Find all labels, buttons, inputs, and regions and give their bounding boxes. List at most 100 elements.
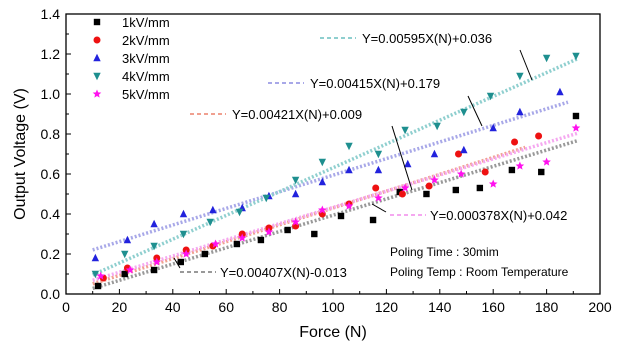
point-4kv-mm bbox=[262, 194, 270, 203]
y-tick-label: 0.8 bbox=[41, 126, 61, 142]
equation-3kv: Y=0.00415X(N)+0.179 bbox=[268, 76, 483, 127]
point-5kv-mm bbox=[237, 233, 247, 242]
x-tick-label: 120 bbox=[375, 299, 399, 315]
fit-line-5kv-mm bbox=[92, 131, 580, 282]
legend-marker-3kv-mm bbox=[93, 53, 101, 62]
point-1kv-mm bbox=[452, 186, 460, 194]
legend-label-2kv: 2kV/mm bbox=[122, 33, 170, 48]
point-4kv-mm bbox=[150, 242, 158, 251]
legend-label-1kv: 1kV/mm bbox=[122, 15, 170, 30]
x-tick-label: 20 bbox=[112, 299, 128, 315]
equation-5kv: Y=0.000378X(N)+0.042 bbox=[371, 203, 567, 223]
point-1kv-mm bbox=[572, 112, 580, 120]
x-axis-title: Force (N) bbox=[299, 324, 367, 341]
note-poling-time: Poling Time : 30mim bbox=[390, 245, 499, 259]
point-3kv-mm bbox=[150, 219, 158, 228]
point-5kv-mm bbox=[264, 227, 274, 236]
y-axis-title: Output Voltage (V) bbox=[12, 88, 29, 220]
point-4kv-mm bbox=[121, 250, 129, 259]
x-tick-label: 40 bbox=[165, 299, 181, 315]
point-1kv-mm bbox=[476, 184, 484, 192]
point-1kv-mm bbox=[233, 240, 241, 248]
point-1kv-mm bbox=[201, 250, 209, 258]
point-5kv-mm bbox=[488, 179, 498, 188]
point-5kv-mm bbox=[515, 161, 525, 170]
point-1kv-mm bbox=[423, 190, 430, 198]
point-1kv-mm bbox=[177, 258, 185, 266]
x-tick-label: 200 bbox=[588, 299, 612, 315]
point-3kv-mm bbox=[318, 177, 327, 186]
note-poling-temp: Poling Temp : Room Temperature bbox=[390, 265, 569, 279]
point-2kv-mm bbox=[398, 190, 406, 198]
legend-marker-5kv-mm bbox=[92, 89, 102, 98]
equation-1kv-pointer bbox=[173, 257, 181, 269]
point-1kv-mm bbox=[508, 166, 516, 174]
point-3kv-mm bbox=[345, 165, 353, 174]
point-2kv-mm bbox=[425, 182, 433, 190]
point-1kv-mm bbox=[538, 168, 545, 176]
fit-line-1kv-mm bbox=[92, 138, 580, 291]
point-4kv-mm bbox=[433, 122, 441, 131]
point-3kv-mm bbox=[556, 87, 564, 96]
y-tick-label: 0.4 bbox=[41, 206, 61, 222]
point-4kv-mm bbox=[318, 158, 327, 167]
point-4kv-mm bbox=[572, 52, 580, 61]
point-1kv-mm bbox=[284, 226, 291, 234]
y-tick-label: 0.6 bbox=[41, 166, 61, 182]
point-5kv-mm bbox=[152, 257, 162, 266]
equation-3kv-pointer bbox=[467, 95, 483, 127]
point-2kv-mm bbox=[372, 184, 380, 192]
point-3kv-mm bbox=[516, 107, 524, 116]
point-3kv-mm bbox=[291, 189, 300, 198]
point-5kv-mm bbox=[344, 201, 354, 210]
point-4kv-mm bbox=[345, 142, 353, 151]
point-5kv-mm bbox=[96, 271, 105, 280]
y-tick-label: 1.4 bbox=[41, 6, 61, 22]
point-5kv-mm bbox=[318, 205, 327, 214]
point-1kv-mm bbox=[94, 282, 102, 290]
equation-4kv-pointer bbox=[519, 49, 533, 81]
point-1kv-mm bbox=[121, 270, 128, 278]
legend-marker-2kv-mm bbox=[93, 36, 101, 44]
point-2kv-mm bbox=[481, 168, 489, 176]
point-5kv-mm bbox=[125, 265, 135, 274]
equation-4kv-label: Y=0.00595X(N)+0.036 bbox=[362, 31, 492, 46]
x-tick-label: 100 bbox=[321, 299, 345, 315]
point-3kv-mm bbox=[404, 159, 412, 168]
legend-label-5kv: 5kV/mm bbox=[122, 87, 170, 102]
data-points bbox=[91, 52, 581, 290]
fit-line-3kv-mm bbox=[92, 100, 569, 252]
x-tick-label: 160 bbox=[482, 299, 506, 315]
point-5kv-mm bbox=[400, 183, 410, 192]
point-3kv-mm bbox=[460, 145, 468, 154]
point-4kv-mm bbox=[374, 150, 383, 159]
point-5kv-mm bbox=[430, 175, 439, 184]
point-4kv-mm bbox=[206, 218, 214, 227]
point-1kv-mm bbox=[337, 212, 345, 220]
equation-1kv: Y=0.00407X(N)-0.013 bbox=[173, 257, 347, 280]
point-5kv-mm bbox=[571, 123, 581, 132]
equation-4kv: Y=0.00595X(N)+0.036 bbox=[320, 31, 533, 81]
equation-1kv-label: Y=0.00407X(N)-0.013 bbox=[220, 265, 347, 280]
point-3kv-mm bbox=[489, 123, 497, 132]
point-3kv-mm bbox=[123, 235, 132, 244]
point-3kv-mm bbox=[209, 205, 217, 214]
point-2kv-mm bbox=[454, 150, 462, 158]
point-4kv-mm bbox=[179, 230, 188, 239]
point-3kv-mm bbox=[179, 209, 188, 218]
point-2kv-mm bbox=[511, 138, 519, 146]
legend-label-4kv: 4kV/mm bbox=[122, 69, 170, 84]
point-1kv-mm bbox=[311, 230, 318, 238]
point-2kv-mm bbox=[535, 132, 543, 140]
equation-2kv-label: Y=0.00421X(N)+0.009 bbox=[232, 107, 362, 122]
point-4kv-mm bbox=[460, 108, 468, 117]
legend-marker-1kv-mm bbox=[93, 18, 101, 26]
equation-5kv-pointer bbox=[371, 203, 387, 213]
axis-ticks: 0 20 40 60 80 100 120 140 160 180 200 0.0 0.2 0.4 0.6 0… bbox=[41, 6, 612, 315]
point-5kv-mm bbox=[542, 157, 551, 166]
point-5kv-mm bbox=[181, 249, 191, 258]
point-3kv-mm bbox=[430, 149, 439, 158]
equation-2kv-pointer bbox=[391, 125, 413, 191]
x-tick-label: 60 bbox=[218, 299, 234, 315]
